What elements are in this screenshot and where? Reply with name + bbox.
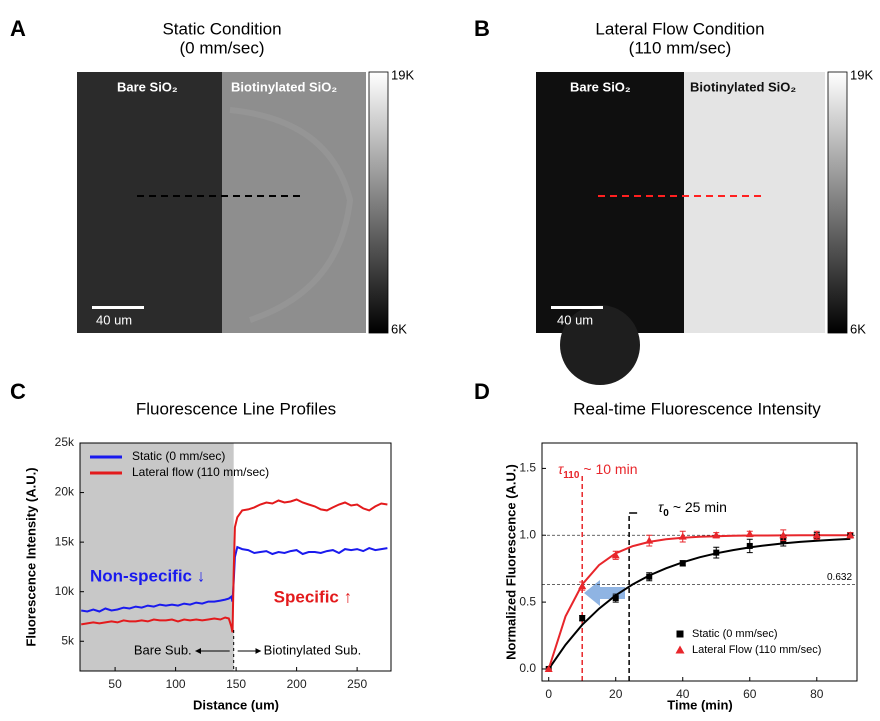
x-tick-label: 100 (166, 677, 186, 691)
image-biotin (222, 72, 366, 333)
legend-label: Lateral flow (110 mm/sec) (132, 465, 269, 479)
data-point (612, 595, 619, 602)
x-tick-label: 0 (545, 687, 552, 701)
scale-label: 40 um (557, 312, 593, 327)
y-tick-label: 10k (55, 584, 75, 598)
panel-letter: A (10, 16, 26, 41)
x-tick-label: 40 (676, 687, 690, 701)
data-point (544, 664, 553, 672)
data-point (646, 573, 653, 580)
y-tick-label: 15k (55, 534, 75, 548)
panel-subtitle: (110 mm/sec) (629, 38, 732, 57)
scale-label: 40 um (96, 312, 132, 327)
panel-letter: B (474, 16, 490, 41)
y-axis-label: Normalized Fluorescence (A.U.) (503, 464, 518, 660)
fit-curve (547, 537, 851, 670)
colorbar-label: 19K (391, 67, 414, 82)
y-tick-label: 25k (55, 435, 75, 449)
image-bare (536, 72, 684, 333)
y-tick-label: 1.5 (519, 461, 536, 475)
legend-swatch (676, 630, 684, 638)
data-point (746, 542, 753, 549)
image-bare (77, 72, 222, 333)
scale-bar (551, 306, 603, 309)
x-tick-label: 60 (743, 687, 757, 701)
fit-curve (547, 534, 851, 670)
panel-letter: C (10, 379, 26, 404)
plot-frame (79, 442, 392, 672)
data-point (579, 615, 586, 622)
annotation: Biotinylated Sub. (264, 642, 362, 657)
data-point (779, 531, 788, 539)
y-tick-label: 1.0 (519, 527, 536, 541)
arrow-icon (584, 580, 625, 606)
legend-label: Static (0 mm/sec) (132, 449, 225, 463)
annotation: τ0 ~ 25 min (658, 499, 727, 519)
y-tick-label: 0.0 (519, 661, 536, 675)
chart-title: Real-time Fluorescence Intensity (573, 399, 821, 418)
tau-symbol: τ (558, 461, 564, 477)
data-point (678, 532, 687, 540)
region-label: Biotinylated SiO₂ (690, 79, 796, 94)
data-point (812, 531, 821, 539)
legend-label: Lateral Flow (110 mm/sec) (692, 644, 821, 656)
data-point (713, 549, 720, 556)
image-biotin (684, 72, 825, 333)
tau-text: ~ 25 min (673, 499, 727, 515)
panel-a: A Static Condition (0 mm/sec) Bare SiO₂ … (10, 16, 414, 337)
tau-subscript: 0 (663, 508, 669, 519)
data-point (712, 531, 721, 539)
x-axis-label: Time (min) (667, 697, 733, 712)
panel-subtitle: (0 mm/sec) (180, 38, 265, 57)
colorbar-label: 6K (391, 321, 407, 336)
data-point (745, 529, 754, 537)
data-point (645, 536, 654, 544)
image-texture (560, 305, 640, 385)
x-tick-label: 80 (810, 687, 824, 701)
colorbar (368, 71, 389, 334)
data-point (846, 531, 855, 539)
scale-bar (92, 306, 144, 309)
y-tick-label: 20k (55, 485, 75, 499)
x-tick-label: 20 (609, 687, 623, 701)
panel-b: B Lateral Flow Condition (110 mm/sec) Ba… (474, 16, 873, 385)
annotation: Bare Sub. (134, 642, 192, 657)
reference-label: 0.632 (827, 572, 852, 583)
x-tick-label: 250 (347, 677, 367, 691)
tau-text: ~ 10 min (583, 461, 637, 477)
annotation: Non-specific ↓ (90, 566, 205, 585)
data-point (611, 551, 620, 559)
x-tick-label: 150 (226, 677, 246, 691)
x-tick-label: 200 (287, 677, 307, 691)
tau-subscript: 110 (563, 470, 580, 481)
annotation: Specific ↑ (274, 587, 352, 606)
y-axis-label: Fluorescence Intensity (A.U.) (23, 467, 38, 646)
data-point (578, 582, 587, 590)
series-line (81, 498, 388, 633)
region-label: Biotinylated SiO₂ (231, 79, 337, 94)
data-point (679, 560, 686, 567)
tau-symbol: τ (658, 499, 664, 515)
shaded-region (80, 443, 234, 671)
image-texture (229, 107, 354, 323)
legend-swatch (675, 645, 685, 654)
colorbar (827, 71, 848, 334)
colorbar-label: 19K (850, 67, 873, 82)
x-tick-label: 50 (108, 677, 122, 691)
colorbar-label: 6K (850, 321, 866, 336)
panel-letter: D (474, 379, 490, 404)
y-tick-label: 0.5 (519, 594, 536, 608)
y-tick-label: 5k (61, 633, 75, 647)
x-axis-label: Distance (um) (193, 697, 279, 712)
panel-title: Lateral Flow Condition (595, 19, 764, 38)
region-label: Bare SiO₂ (117, 79, 178, 94)
chart-title: Fluorescence Line Profiles (136, 399, 336, 418)
region-label: Bare SiO₂ (570, 79, 631, 94)
legend-label: Static (0 mm/sec) (692, 628, 778, 640)
plot-frame (541, 442, 858, 682)
panel-title: Static Condition (162, 19, 281, 38)
annotation: τ110 ~ 10 min (558, 461, 637, 481)
